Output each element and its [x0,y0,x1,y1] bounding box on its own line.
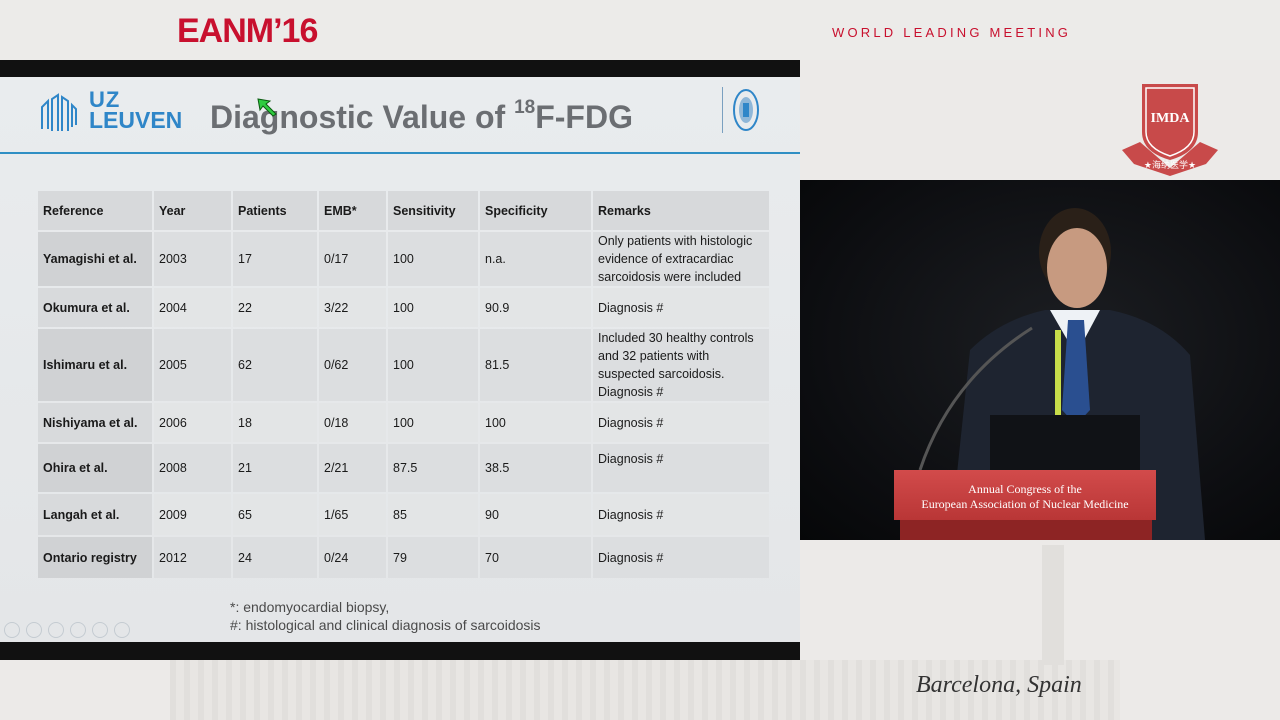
remarks-cell: Diagnosis # [593,403,769,442]
reference-cell: Ishimaru et al. [38,329,152,401]
tower-sketch-decoration [1042,545,1064,665]
table-cell: 100 [388,232,478,286]
table-cell: 0/18 [319,403,386,442]
remarks-cell: Diagnosis # [593,288,769,327]
table-cell: 2/21 [319,444,386,492]
podium-base [900,520,1152,540]
table-cell: 79 [388,537,478,578]
column-header: Remarks [593,191,769,230]
uz-leuven-logo-icon [41,93,77,131]
table-cell: 2008 [154,444,231,492]
table-row: Ishimaru et al. 2005 62 0/62 100 81.5 Included… [38,329,769,401]
table-cell: 2003 [154,232,231,286]
table-cell: 2006 [154,403,231,442]
table-cell: 65 [233,494,317,535]
table-cell: 0/24 [319,537,386,578]
header-divider [722,87,723,133]
nav-control-icon[interactable] [114,622,130,638]
table-cell: 85 [388,494,478,535]
table-cell: 90.9 [480,288,591,327]
table-cell: 2009 [154,494,231,535]
table-row: Okumura et al. 2004 22 3/22 100 90.9 Diagnosis… [38,288,769,327]
table-cell: 22 [233,288,317,327]
table-cell: n.a. [480,232,591,286]
podium-line-1: Annual Congress of the [968,482,1082,496]
table-cell: 38.5 [480,444,591,492]
column-header: Reference [38,191,152,230]
table-cell: 2005 [154,329,231,401]
table-cell: 100 [388,329,478,401]
table-cell: 1/65 [319,494,386,535]
table-cell: 100 [388,403,478,442]
table-cell: 81.5 [480,329,591,401]
column-header: Patients [233,191,317,230]
reference-cell: Ontario registry [38,537,152,578]
table-header-row: Reference Year Patients EMB* Sensitivity… [38,191,769,230]
city-skyline-decoration [170,660,1120,720]
table-cell: 17 [233,232,317,286]
table-cell: 62 [233,329,317,401]
table-row: Nishiyama et al. 2006 18 0/18 100 100 Diagnosi… [38,403,769,442]
table-cell: 100 [388,288,478,327]
slide-nav-controls [4,622,130,638]
reference-cell: Langah et al. [38,494,152,535]
presentation-slide: UZ LEUVEN Diagnostic Value of 18F-FDG Re… [0,77,800,642]
table-cell: 70 [480,537,591,578]
reference-cell: Yamagishi et al. [38,232,152,286]
table-cell: 18 [233,403,317,442]
institution-name: UZ LEUVEN [89,87,183,133]
pointer-cursor-icon [257,98,277,117]
nav-control-icon[interactable] [26,622,42,638]
slide-title: Diagnostic Value of 18F-FDG [210,97,633,135]
table-row: Ohira et al. 2008 21 2/21 87.5 38.5 Diagnosis … [38,444,769,492]
remarks-cell: Diagnosis # [593,494,769,535]
table-row: Yamagishi et al. 2003 17 0/17 100 n.a. Only pa… [38,232,769,286]
nav-control-icon[interactable] [70,622,86,638]
table-cell: 21 [233,444,317,492]
reference-cell: Okumura et al. [38,288,152,327]
tagline: WORLD LEADING MEETING [832,25,1072,40]
remarks-cell: Only patients with histologic evidence o… [593,232,769,286]
column-header: Sensitivity [388,191,478,230]
footnotes: *: endomyocardial biopsy, #: histologica… [230,598,541,634]
nav-control-icon[interactable] [4,622,20,638]
header-rule [0,152,800,154]
table-row: Ontario registry 2012 24 0/24 79 70 Diagnosis … [38,537,769,578]
remarks-cell: Included 30 healthy controls and 32 pati… [593,329,769,401]
page-header: EANM’16 WORLD LEADING MEETING [0,0,1280,60]
reference-cell: Nishiyama et al. [38,403,152,442]
table-cell: 24 [233,537,317,578]
table-cell: 87.5 [388,444,478,492]
fdg-studies-table: Reference Year Patients EMB* Sensitivity… [36,189,771,580]
nav-control-icon[interactable] [48,622,64,638]
table-cell: 3/22 [319,288,386,327]
nav-control-icon[interactable] [92,622,108,638]
table-cell: 90 [480,494,591,535]
podium-line-2: European Association of Nuclear Medicine [921,497,1129,511]
footnote-diagnosis: #: histological and clinical diagnosis o… [230,617,541,633]
table-cell: 0/62 [319,329,386,401]
slide-frame: UZ LEUVEN Diagnostic Value of 18F-FDG Re… [0,60,800,660]
ku-leuven-seal-icon [733,89,759,131]
table-row: Langah et al. 2009 65 1/65 85 90 Diagnosis # [38,494,769,535]
location-label: Barcelona, Spain [916,672,1082,698]
slide-header: UZ LEUVEN Diagnostic Value of 18F-FDG [0,77,800,153]
imda-shield-logo: IMDA ★海纳医学★ [1122,84,1218,176]
speaker-video: Annual Congress of the European Associat… [800,180,1280,540]
table-cell: 2012 [154,537,231,578]
podium-sign: Annual Congress of the European Associat… [894,470,1156,520]
remarks-cell: Diagnosis # [593,444,769,492]
column-header: Year [154,191,231,230]
imda-logo-text: IMDA [1151,111,1191,126]
table-cell: 2004 [154,288,231,327]
remarks-cell: Diagnosis # [593,537,769,578]
reference-cell: Ohira et al. [38,444,152,492]
column-header: Specificity [480,191,591,230]
eanm-logo: EANM’16 [177,12,318,50]
table-cell: 100 [480,403,591,442]
imda-logo-subtext: ★海纳医学★ [1144,159,1196,171]
footnote-emb: *: endomyocardial biopsy, [230,599,390,615]
table-cell: 0/17 [319,232,386,286]
column-header: EMB* [319,191,386,230]
